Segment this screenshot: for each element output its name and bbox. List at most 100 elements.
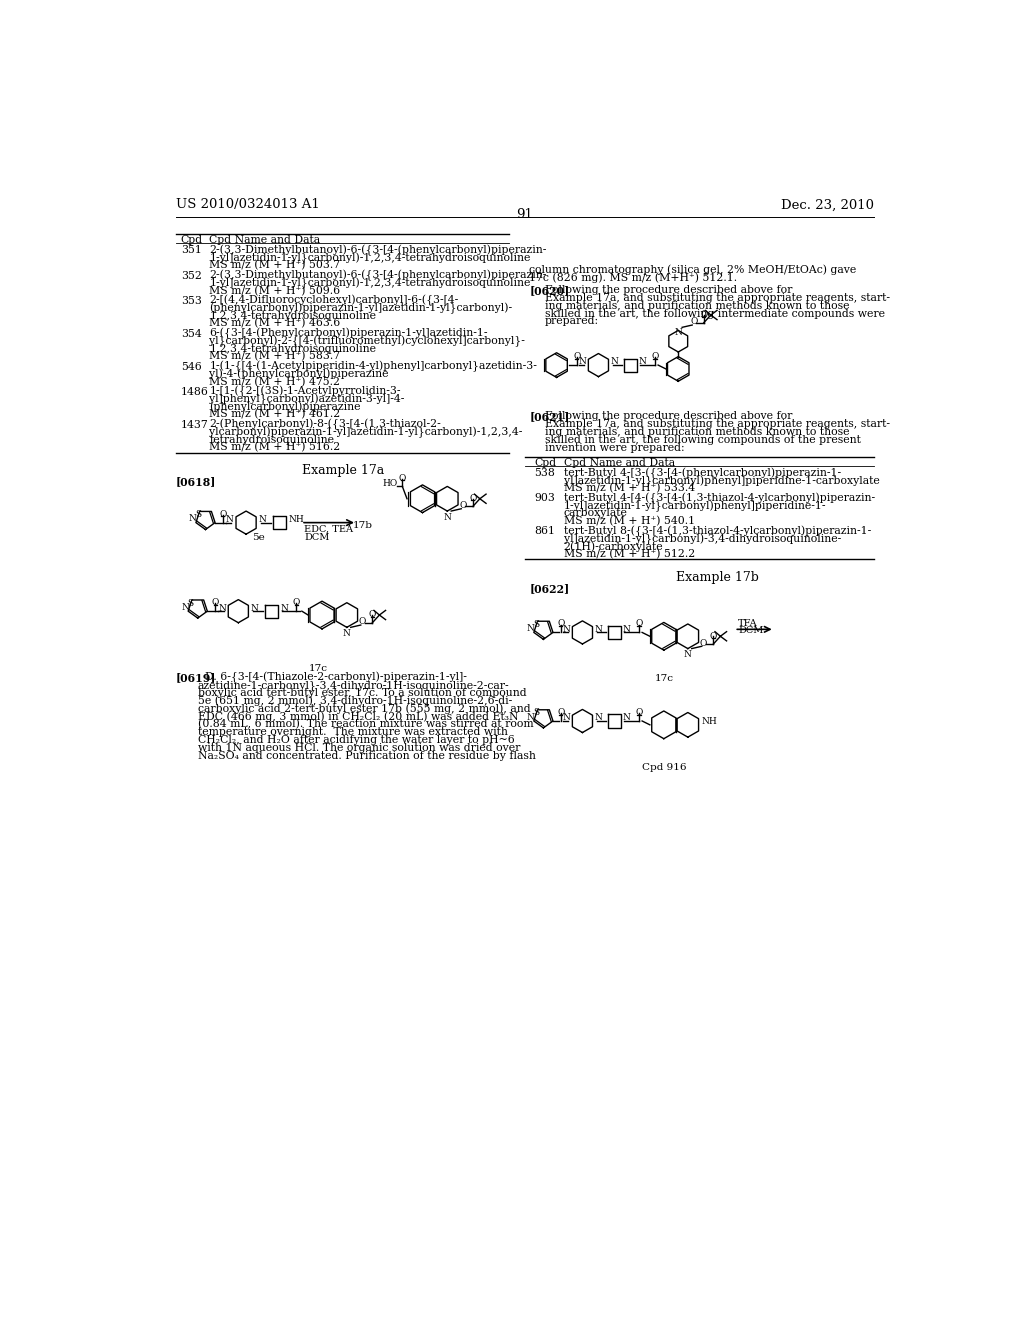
Text: N: N <box>343 628 351 638</box>
Text: [0620]: [0620] <box>529 285 569 296</box>
Text: MS m/z (M + H⁺) 583.7: MS m/z (M + H⁺) 583.7 <box>209 351 341 362</box>
Text: Cpd: Cpd <box>535 458 556 469</box>
Text: [0621]: [0621] <box>529 412 569 422</box>
Text: US 2010/0324013 A1: US 2010/0324013 A1 <box>176 198 319 211</box>
Text: azetidine-1-carbonyl}-3,4-dihydro-1H-isoquinoline-2-car-: azetidine-1-carbonyl}-3,4-dihydro-1H-iso… <box>198 680 509 690</box>
Text: N: N <box>562 713 570 722</box>
Text: 1-yl]azetidin-1-yl}carbonyl)phenyl]piperidine-1-: 1-yl]azetidin-1-yl}carbonyl)phenyl]piper… <box>563 500 826 512</box>
Text: N: N <box>595 713 603 722</box>
Text: MS m/z (M + H⁺) 503.7: MS m/z (M + H⁺) 503.7 <box>209 260 341 271</box>
Text: 354: 354 <box>180 329 202 338</box>
Text: 2(1H)-carboxylate: 2(1H)-carboxylate <box>563 541 664 552</box>
Text: 17c: 17c <box>654 675 674 682</box>
Text: O: O <box>690 317 697 326</box>
Text: 1-yl]azetidin-1-yl}carbonyl)-1,2,3,4-tetrahydroisoquinoline: 1-yl]azetidin-1-yl}carbonyl)-1,2,3,4-tet… <box>209 252 530 264</box>
Text: N: N <box>226 515 233 524</box>
Text: N: N <box>218 603 226 612</box>
Text: O: O <box>557 619 564 628</box>
Text: O: O <box>358 618 366 627</box>
Text: N: N <box>258 515 266 524</box>
Text: MS m/z (M + H⁺) 475.2: MS m/z (M + H⁺) 475.2 <box>209 376 340 387</box>
Text: 1-yl]azetidin-1-yl}carbonyl)-1,2,3,4-tetrahydroisoquinoline: 1-yl]azetidin-1-yl}carbonyl)-1,2,3,4-tet… <box>209 277 530 289</box>
Text: skilled in the art, the following compounds of the present: skilled in the art, the following compou… <box>545 434 861 445</box>
Text: Cpd Name and Data: Cpd Name and Data <box>563 458 675 469</box>
Text: ing materials, and purification methods known to those: ing materials, and purification methods … <box>545 301 850 310</box>
Text: 352: 352 <box>180 271 202 281</box>
Text: 6-({3-[4-(Phenylcarbonyl)piperazin-1-yl]azetidin-1-: 6-({3-[4-(Phenylcarbonyl)piperazin-1-yl]… <box>209 327 487 339</box>
Text: prepared:: prepared: <box>545 317 599 326</box>
Text: TFA: TFA <box>738 619 758 627</box>
Text: O: O <box>700 310 708 319</box>
Text: (phenylcarbonyl)piperazine: (phenylcarbonyl)piperazine <box>209 401 360 412</box>
Text: temperature overnight.  The mixture was extracted with: temperature overnight. The mixture was e… <box>198 727 508 737</box>
Text: O: O <box>211 598 219 607</box>
Text: [0622]: [0622] <box>529 583 569 594</box>
Text: O: O <box>369 610 376 619</box>
Text: 17b: 17b <box>352 521 373 531</box>
Text: O: O <box>635 708 643 717</box>
Text: tert-Butyl 8-({3-[4-(1,3-thiazol-4-ylcarbonyl)piperazin-1-: tert-Butyl 8-({3-[4-(1,3-thiazol-4-ylcar… <box>563 525 870 537</box>
Text: 2-(3,3-Dimethylbutanoyl)-6-({3-[4-(phenylcarbonyl)piperazin-: 2-(3,3-Dimethylbutanoyl)-6-({3-[4-(pheny… <box>209 244 547 256</box>
Text: N: N <box>595 624 603 634</box>
Text: Example 17b: Example 17b <box>676 570 759 583</box>
Text: EDC, TEA: EDC, TEA <box>304 525 353 533</box>
Text: Dec. 23, 2010: Dec. 23, 2010 <box>780 198 873 211</box>
Text: (0.84 mL, 6 mmol). The reaction mixture was stirred at room: (0.84 mL, 6 mmol). The reaction mixture … <box>198 719 534 730</box>
Text: [0619]: [0619] <box>176 672 216 682</box>
Text: N: N <box>623 624 631 634</box>
Text: Cpd Name and Data: Cpd Name and Data <box>209 235 321 246</box>
Text: O: O <box>699 639 707 648</box>
Text: N: N <box>251 603 259 612</box>
Text: MS m/z (M + H⁺) 512.2: MS m/z (M + H⁺) 512.2 <box>563 549 695 560</box>
Text: 17c (826 mg). MS m/z (M+H⁺) 512.1.: 17c (826 mg). MS m/z (M+H⁺) 512.1. <box>529 272 737 282</box>
Text: MS m/z (M + H⁺) 516.2: MS m/z (M + H⁺) 516.2 <box>209 442 341 453</box>
Text: 351: 351 <box>180 246 202 255</box>
Text: Cpd 916: Cpd 916 <box>642 763 686 772</box>
Text: skilled in the art, the following intermediate compounds were: skilled in the art, the following interm… <box>545 309 885 318</box>
Text: 91: 91 <box>516 207 534 220</box>
Text: S: S <box>187 598 194 607</box>
Text: 903: 903 <box>535 494 555 503</box>
Text: MS m/z (M + H⁺) 461.2: MS m/z (M + H⁺) 461.2 <box>209 409 341 420</box>
Text: Example 17a: Example 17a <box>302 465 385 477</box>
Text: tert-Butyl 4-[4-({3-[4-(1,3-thiazol-4-ylcarbonyl)piperazin-: tert-Butyl 4-[4-({3-[4-(1,3-thiazol-4-yl… <box>563 492 874 504</box>
Text: DCM: DCM <box>304 533 330 541</box>
Text: N: N <box>562 624 570 634</box>
Text: 861: 861 <box>535 527 555 536</box>
Text: N: N <box>443 512 452 521</box>
Text: (phenylcarbonyl)piperazin-1-yl]azetidin-1-yl}carbonyl)-: (phenylcarbonyl)piperazin-1-yl]azetidin-… <box>209 302 512 314</box>
Text: DCM: DCM <box>738 626 764 635</box>
Text: yl)-4-(phenylcarbonyl)piperazine: yl)-4-(phenylcarbonyl)piperazine <box>209 368 389 379</box>
Text: N: N <box>579 358 586 367</box>
Text: yl]azetidin-1-yl}carbonyl)phenyl]piperidine-1-carboxylate: yl]azetidin-1-yl}carbonyl)phenyl]piperid… <box>563 475 880 487</box>
Text: Cpd: Cpd <box>180 235 203 246</box>
Text: N: N <box>675 329 682 337</box>
Text: O: O <box>293 598 300 607</box>
Text: O: O <box>398 474 407 483</box>
Text: yl]azetidin-1-yl}carbonyl)-3,4-dihydroisoquinoline-: yl]azetidin-1-yl}carbonyl)-3,4-dihydrois… <box>563 533 841 545</box>
Text: 1-[1-({2-[(3S)-1-Acetylpyrrolidin-3-: 1-[1-({2-[(3S)-1-Acetylpyrrolidin-3- <box>209 385 400 397</box>
Text: tert-Butyl 4-[3-({3-[4-(phenylcarbonyl)piperazin-1-: tert-Butyl 4-[3-({3-[4-(phenylcarbonyl)p… <box>563 467 841 479</box>
Text: N: N <box>281 603 288 612</box>
Text: NH: NH <box>289 515 304 524</box>
Text: 1486: 1486 <box>180 387 209 396</box>
Text: ing materials, and purification methods known to those: ing materials, and purification methods … <box>545 426 850 437</box>
Text: NH: NH <box>701 717 718 726</box>
Text: O: O <box>573 352 581 360</box>
Text: N: N <box>188 515 197 523</box>
Text: with 1N aqueous HCl. The organic solution was dried over: with 1N aqueous HCl. The organic solutio… <box>198 743 520 752</box>
Text: 1,2,3,4-tetrahydroisoquinoline: 1,2,3,4-tetrahydroisoquinoline <box>209 310 377 321</box>
Text: EDC (466 mg, 3 mmol) in CH₂Cl₂ (20 mL) was added Et₃N: EDC (466 mg, 3 mmol) in CH₂Cl₂ (20 mL) w… <box>198 711 518 722</box>
Text: MS m/z (M + H⁺) 463.6: MS m/z (M + H⁺) 463.6 <box>209 318 341 329</box>
Text: O: O <box>651 352 658 360</box>
Text: N: N <box>181 603 189 612</box>
Text: N: N <box>526 713 535 722</box>
Text: 5e: 5e <box>252 533 265 543</box>
Text: 1,2,3,4-tetrahydroisoquinoline: 1,2,3,4-tetrahydroisoquinoline <box>209 343 377 354</box>
Text: HO: HO <box>382 479 397 488</box>
Text: ylcarbonyl)piperazin-1-yl]azetidin-1-yl}carbonyl)-1,2,3,4-: ylcarbonyl)piperazin-1-yl]azetidin-1-yl}… <box>209 426 522 438</box>
Text: Following the procedure described above for: Following the procedure described above … <box>545 285 793 294</box>
Text: invention were prepared:: invention were prepared: <box>545 442 685 453</box>
Text: 17c: 17c <box>308 664 328 673</box>
Text: O: O <box>710 632 717 640</box>
